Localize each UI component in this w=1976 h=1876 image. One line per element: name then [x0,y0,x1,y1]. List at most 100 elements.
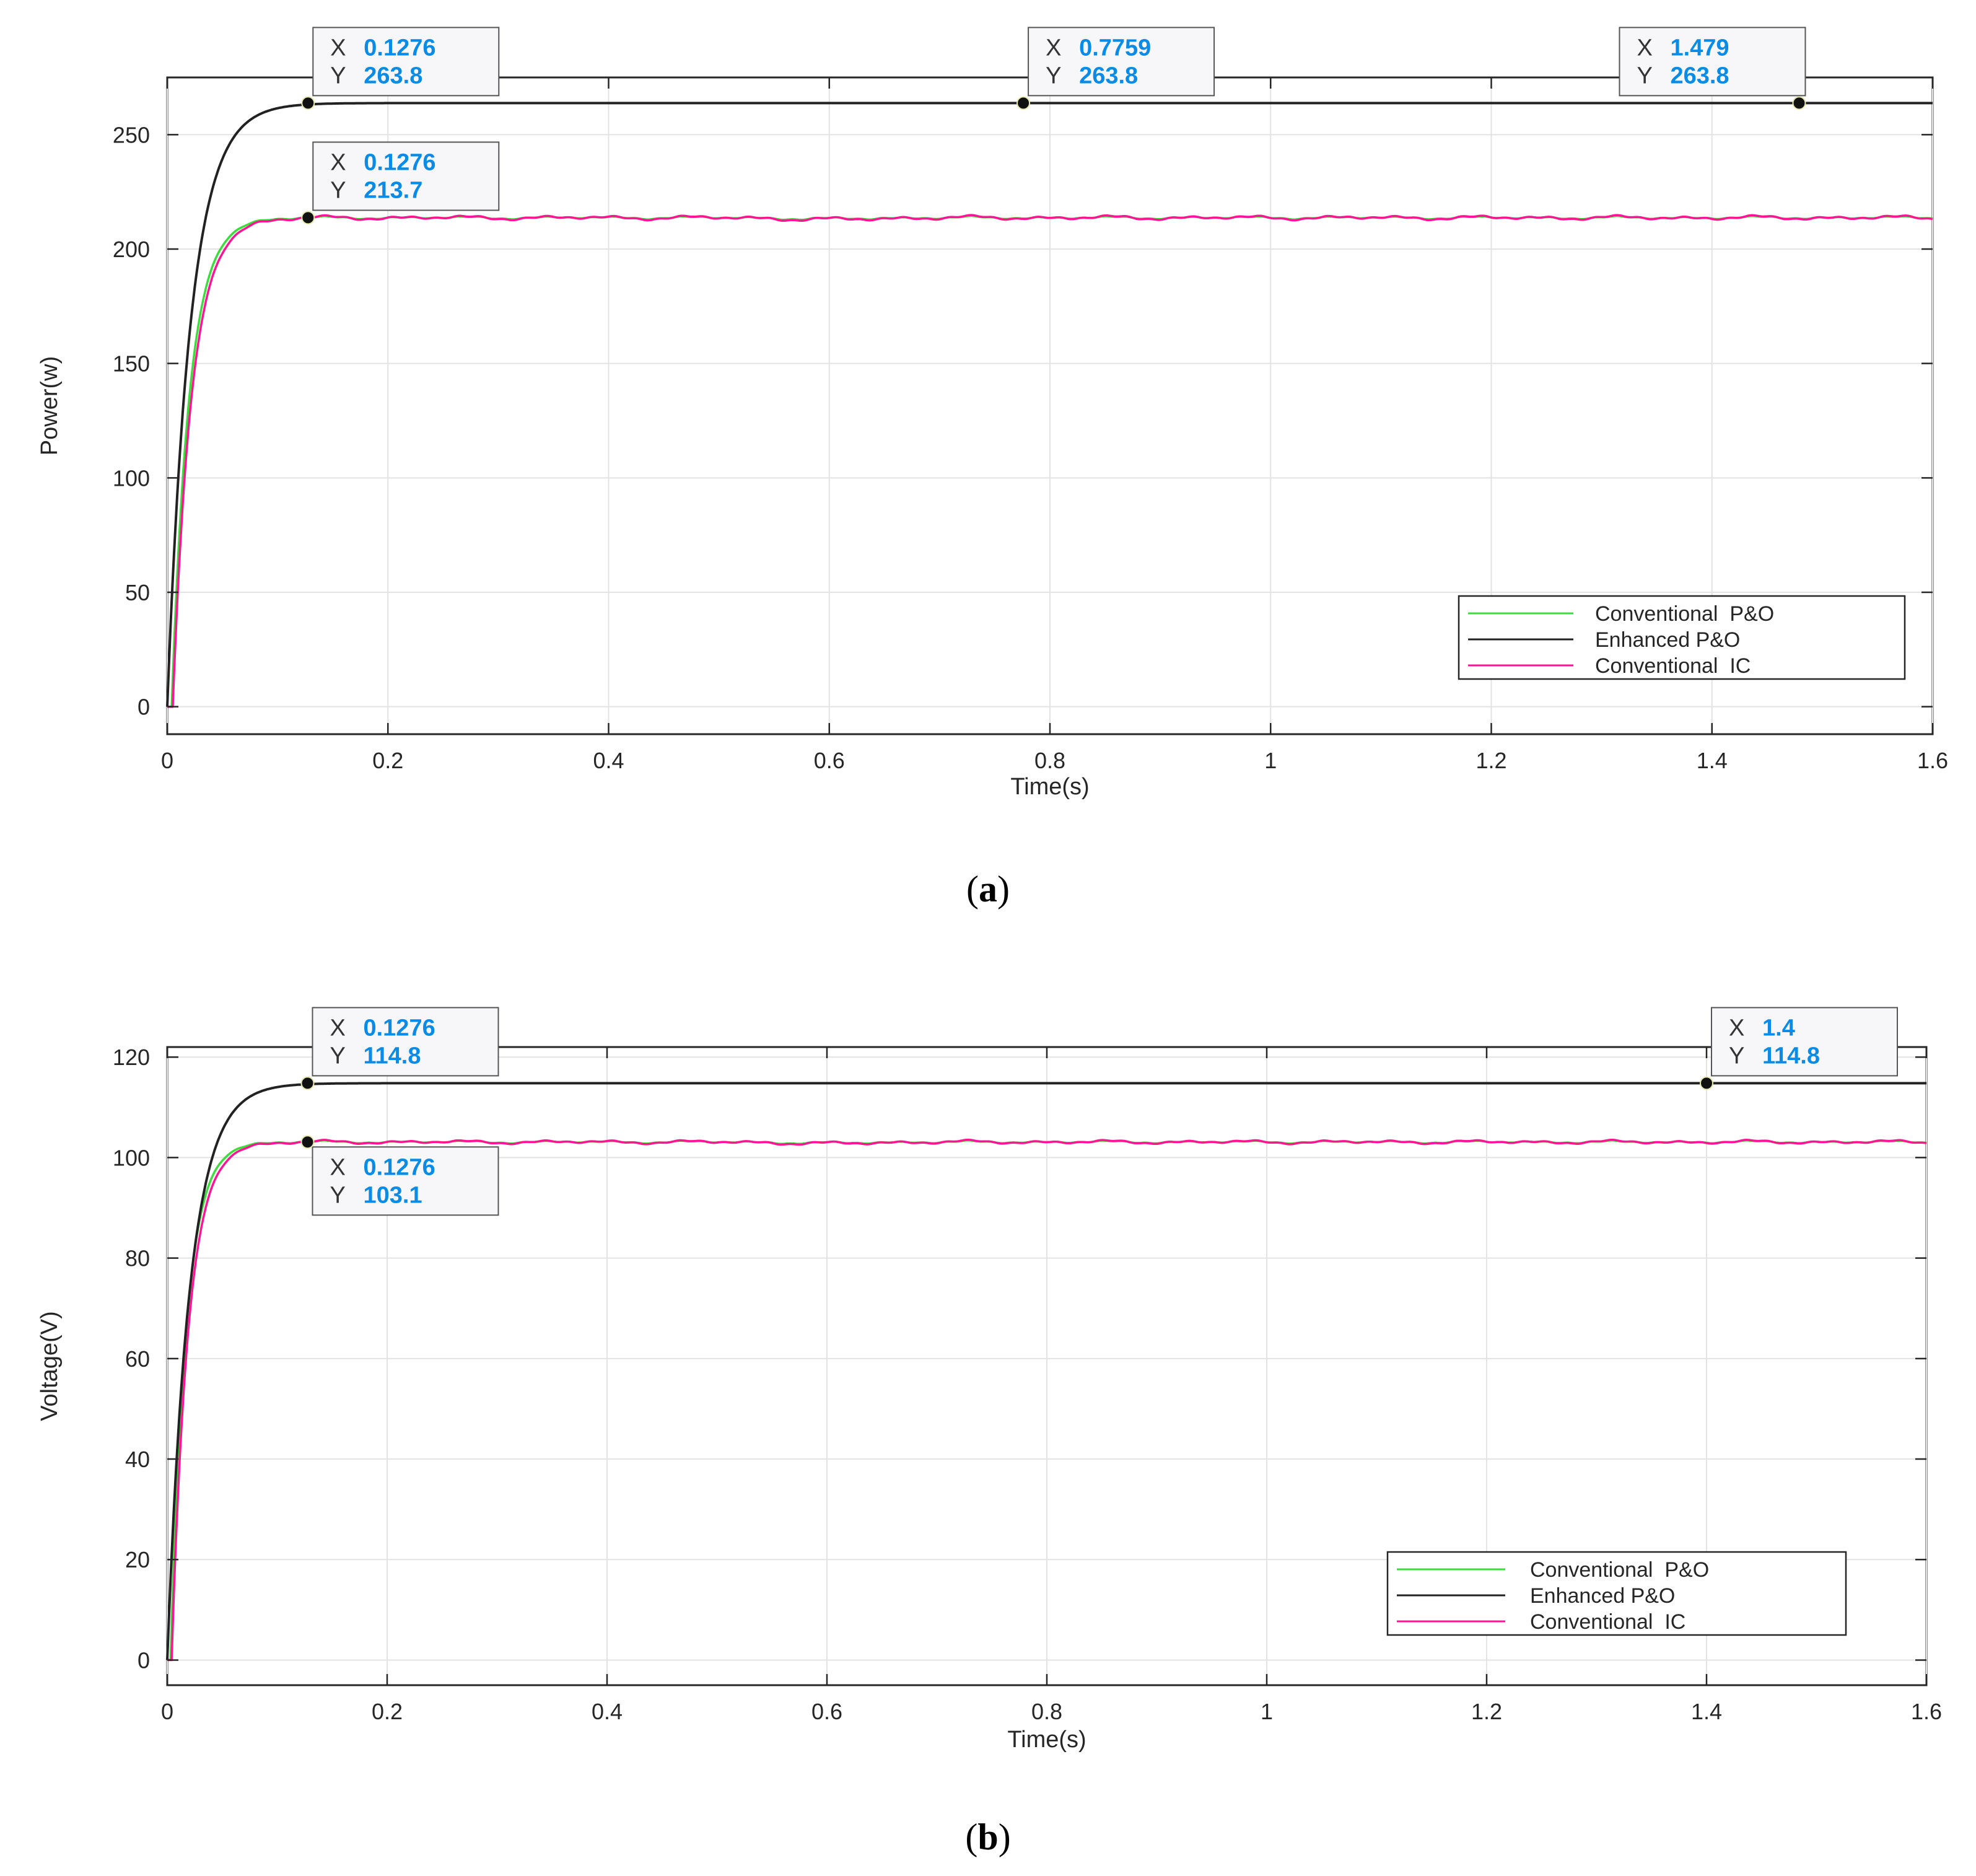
power-series-group [166,102,1933,708]
power-x-tick-label: 0.2 [372,748,403,773]
datatip-marker[interactable] [301,96,315,110]
datatip-box [312,1146,499,1216]
datatip-box [312,1007,499,1077]
datatip-x-value: 1.479 [1670,35,1729,61]
panel-label-a-letter: a [979,869,997,910]
datatip-box [1711,1007,1898,1077]
datatip-x-prefix: X [330,35,346,61]
datatip-box [1619,27,1806,97]
datatip-x-value: 0.7759 [1079,35,1151,61]
voltage-legend: Conventional P&O Enhanced P&O Convention… [1386,1551,1847,1636]
power-x-tick-label: 1 [1264,748,1277,773]
power-x-axis-label: Time(s) [1010,774,1089,800]
datatip-y-prefix: Y [330,1182,345,1208]
panel-label-b: (b) [965,1817,1010,1857]
voltage-chart: 0 0.2 0.4 0.6 0.8 1 1.2 1.4 1.6 0 20 40 60 80 100 120 T… [37,1007,1942,1857]
voltage-legend-label-enhanced-po: Enhanced P&O [1530,1584,1675,1608]
power-y-tick-label: 250 [113,122,150,147]
power-y-tick-label: 200 [113,237,150,262]
power-x-tick-label: 0.4 [593,748,624,773]
voltage-x-tick-label: 0.2 [372,1699,403,1724]
datatip-x-value: 0.1276 [364,149,435,175]
power-x-tick-label: 0.6 [814,748,845,773]
power-datatip-1[interactable]: X 0.7759 Y 263.8 [1016,27,1215,110]
voltage-x-tick-label: 0.4 [592,1699,623,1724]
datatip-x-value: 1.4 [1762,1015,1795,1041]
power-legend-label-conventional-po: Conventional P&O [1595,602,1774,626]
power-x-tick-label: 1.2 [1475,748,1506,773]
datatip-box [312,27,500,97]
power-datatip-3[interactable]: X 0.1276 Y 213.7 [301,141,500,225]
voltage-y-tick-label: 120 [113,1045,150,1070]
datatip-marker[interactable] [300,1076,315,1090]
voltage-x-tick-label: 0.8 [1031,1699,1062,1724]
datatip-marker[interactable] [1016,96,1031,110]
power-x-tick-label: 0.8 [1034,748,1065,773]
datatip-y-value: 263.8 [1670,63,1729,89]
power-y-tick-label: 150 [113,351,150,377]
power-legend-label-enhanced-po: Enhanced P&O [1595,628,1740,652]
voltage-x-tick-label: 1.2 [1471,1699,1502,1724]
datatip-x-prefix: X [330,1154,345,1180]
power-datatip-0[interactable]: X 0.1276 Y 263.8 [301,27,500,110]
voltage-y-tick-label: 100 [113,1145,150,1170]
voltage-y-tick-label: 0 [138,1647,150,1673]
voltage-x-axis-label: Time(s) [1007,1727,1086,1753]
datatip-box [1028,27,1215,97]
voltage-datatip-2[interactable]: X 0.1276 Y 103.1 [300,1135,499,1216]
voltage-series-enhanced-p-o [166,1082,1927,1660]
datatip-marker[interactable] [300,1135,315,1149]
voltage-tick-labels: 0 0.2 0.4 0.6 0.8 1 1.2 1.4 1.6 0 20 40 60 80 100 120 [113,1045,1942,1724]
power-x-tick-label: 0 [161,748,173,773]
voltage-x-tick-label: 0.6 [811,1699,842,1724]
panel-label-a: (a) [966,869,1010,910]
power-datatip-2[interactable]: X 1.479 Y 263.8 [1619,27,1806,110]
datatip-y-value: 114.8 [363,1043,421,1069]
datatip-y-prefix: Y [330,177,346,203]
datatip-x-prefix: X [330,149,346,175]
voltage-legend-label-conventional-po: Conventional P&O [1530,1558,1709,1582]
panel-label-b-letter: b [977,1817,998,1857]
datatip-y-prefix: Y [1046,63,1061,89]
datatip-y-prefix: Y [1729,1043,1744,1069]
voltage-y-tick-label: 60 [125,1346,150,1372]
datatip-box [312,141,500,211]
voltage-datatip-1[interactable]: X 1.4 Y 114.8 [1700,1007,1898,1090]
power-chart: 0 0.2 0.4 0.6 0.8 1 1.2 1.4 1.6 0 50 100 150 200 250 T… [37,27,1948,910]
power-legend: Conventional P&O Enhanced P&O Convention… [1458,595,1906,680]
datatip-y-prefix: Y [1637,63,1652,89]
power-y-tick-label: 100 [113,465,150,491]
voltage-y-axis-label: Voltage(V) [37,1311,63,1421]
datatip-marker[interactable] [1700,1076,1713,1090]
datatip-x-prefix: X [1637,35,1652,61]
voltage-datatips: X 0.1276 Y 114.8 X 1.4 Y 114.8 X 0.1276 Y 103.1 [300,1007,1898,1216]
datatip-y-value: 263.8 [364,63,422,89]
datatip-y-value: 103.1 [363,1182,422,1208]
voltage-legend-label-conventional-ic: Conventional IC [1530,1610,1685,1634]
power-x-tick-label: 1.6 [1917,748,1948,773]
power-y-axis-label: Power(w) [37,356,63,455]
power-x-tick-label: 1.4 [1697,748,1728,773]
datatip-marker[interactable] [1792,96,1806,110]
voltage-y-tick-label: 40 [125,1447,150,1472]
voltage-datatip-0[interactable]: X 0.1276 Y 114.8 [300,1007,499,1090]
datatip-x-prefix: X [1046,35,1061,61]
power-legend-label-conventional-ic: Conventional IC [1595,654,1751,678]
voltage-y-tick-label: 20 [125,1547,150,1572]
power-series-enhanced-p-o [166,102,1933,707]
datatip-y-value: 114.8 [1762,1043,1820,1069]
voltage-y-tick-label: 80 [125,1246,150,1271]
power-tick-labels: 0 0.2 0.4 0.6 0.8 1 1.2 1.4 1.6 0 50 100 150 200 250 [113,77,1948,773]
datatip-marker[interactable] [301,211,315,225]
power-y-tick-label: 0 [138,695,150,720]
datatip-y-value: 213.7 [364,177,422,203]
datatip-x-prefix: X [1729,1015,1744,1041]
power-series-conventional-ic [167,214,1933,708]
voltage-series-group [166,1082,1927,1662]
voltage-x-tick-label: 0 [161,1699,173,1724]
voltage-x-tick-label: 1.4 [1691,1699,1722,1724]
datatip-y-value: 263.8 [1079,63,1138,89]
datatip-x-prefix: X [330,1015,345,1041]
